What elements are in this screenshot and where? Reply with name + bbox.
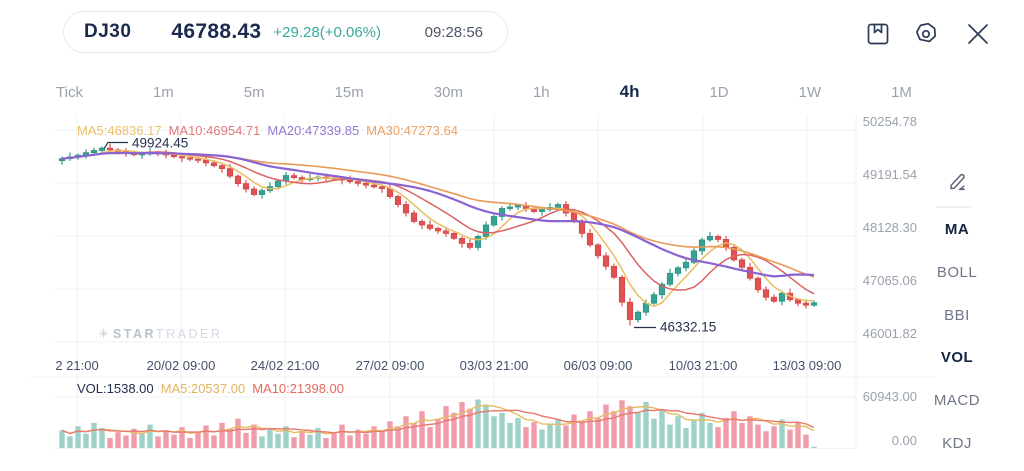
tab-1w[interactable]: 1W: [798, 83, 822, 101]
star-logo-icon: ✳: [98, 326, 109, 341]
time-axis-label: 2 21:00: [55, 358, 99, 373]
symbol-info-pill[interactable]: DJ30 46788.43 +29.28(+0.06%) 09:28:56: [63, 11, 508, 53]
price-axis-label: 50254.78: [862, 114, 917, 129]
svg-text:49924.45: 49924.45: [132, 135, 188, 150]
server-time: 09:28:56: [424, 23, 483, 41]
tab-tick[interactable]: Tick: [56, 83, 83, 101]
time-axis-label: 20/02 09:00: [146, 358, 216, 373]
time-axis-label: 10/03 21:00: [668, 358, 738, 373]
header-bar: DJ30 46788.43 +29.28(+0.06%) 09:28:56: [0, 0, 1024, 64]
indicator-boll[interactable]: BOLL: [936, 263, 978, 281]
timeframe-tabs: Tick 1m 5m 15m 30m 1h 4h 1D 1W 1M: [50, 78, 918, 106]
indicator-kdj[interactable]: KDJ: [942, 435, 972, 452]
price-axis-label: 49191.54: [862, 167, 917, 182]
indicator-macd[interactable]: MACD: [933, 392, 981, 410]
vol-value: MA5:20537.00: [160, 381, 246, 396]
tab-1h[interactable]: 1h: [532, 83, 550, 101]
symbol-name: DJ30: [84, 21, 132, 42]
startrader-watermark: ✳ STAR TRADER: [98, 326, 223, 341]
price-axis-label: 48128.30: [862, 220, 917, 235]
last-price: 46788.43: [171, 20, 262, 43]
ma-value: MA5:46836.17: [77, 123, 162, 138]
price-change: +29.28(+0.06%): [273, 23, 381, 41]
tab-1m[interactable]: 1M: [891, 83, 912, 101]
tab-5m[interactable]: 5m: [243, 83, 265, 101]
volume-indicator-values: VOL:1538.00 MA5:20537.00 MA10:21398.00: [77, 381, 351, 396]
indicator-vol[interactable]: VOL: [940, 349, 974, 367]
vol-value: MA10:21398.00: [252, 381, 344, 396]
gear-icon[interactable]: [912, 20, 940, 48]
ma-value: MA20:47339.85: [267, 123, 360, 138]
svg-text:46332.15: 46332.15: [660, 320, 716, 335]
drawing-tools-icon[interactable]: [945, 168, 969, 192]
ma-value: MA30:47273.64: [366, 123, 458, 138]
price-axis-label: 47065.06: [862, 273, 917, 288]
time-axis-label: 13/03 09:00: [772, 358, 842, 373]
indicator-sidebar: MABOLLBBIVOLMACDKDJRSICCI: [924, 80, 990, 471]
tab-15m[interactable]: 15m: [334, 83, 364, 101]
bookmark-save-icon[interactable]: [864, 20, 892, 48]
sidebar-divider: [936, 206, 972, 208]
tab-1m[interactable]: 1m: [152, 83, 174, 101]
time-axis-label: 27/02 09:00: [355, 358, 425, 373]
ma-indicator-values: MA5:46836.17 MA10:46954.71 MA20:47339.85 MA…: [77, 123, 465, 138]
volume-axis-label: 60943.00: [862, 389, 917, 404]
tab-4h[interactable]: 4h: [619, 82, 640, 101]
volume-axis-label: 0.00: [891, 433, 917, 448]
vol-value: VOL:1538.00: [77, 381, 154, 396]
time-axis-label: 06/03 09:00: [563, 358, 633, 373]
price-axis-label: 46001.82: [862, 326, 917, 341]
indicator-bbi[interactable]: BBI: [944, 306, 970, 324]
time-axis-label: 03/03 21:00: [459, 358, 529, 373]
tab-30m[interactable]: 30m: [433, 83, 463, 101]
tab-1d[interactable]: 1D: [709, 83, 729, 101]
indicator-ma[interactable]: MA: [944, 221, 970, 238]
ma-value: MA10:46954.71: [168, 123, 261, 138]
close-icon[interactable]: [964, 20, 992, 48]
time-axis-label: 24/02 21:00: [250, 358, 320, 373]
